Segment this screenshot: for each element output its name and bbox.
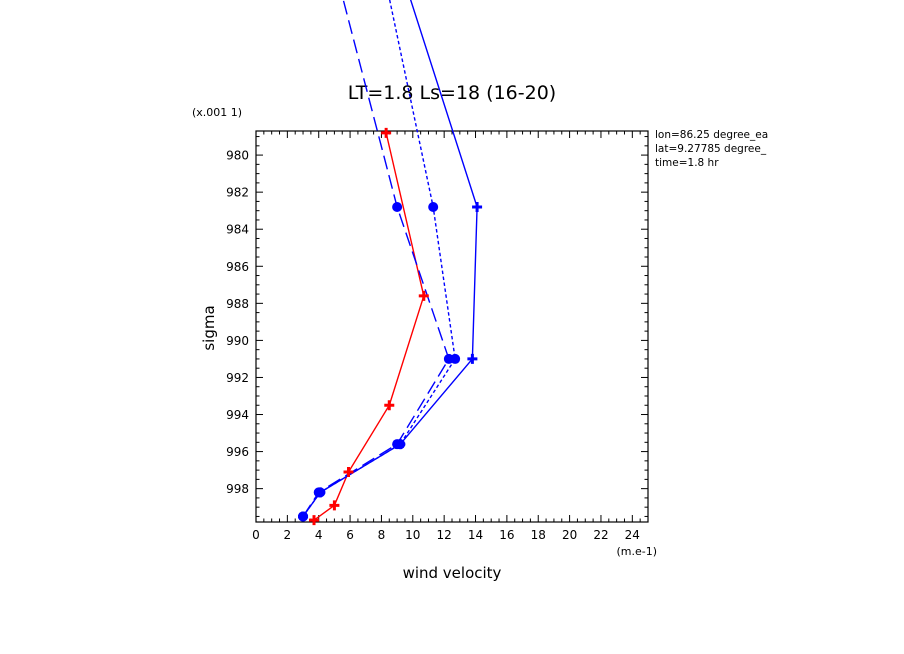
y-tick-label: 982 <box>226 186 249 200</box>
series-1-point <box>309 515 320 526</box>
series-1-point <box>418 290 429 301</box>
series-4-point <box>392 201 403 212</box>
series-line-3 <box>302 0 456 517</box>
series-2-point <box>467 353 478 364</box>
plot-frame <box>255 130 649 523</box>
series-1-point <box>343 466 354 477</box>
chart-title: LT=1.8 Ls=18 (16-20) <box>348 82 556 104</box>
series-line-4 <box>302 0 450 517</box>
x-tick-label: 22 <box>593 528 608 542</box>
series-2-point <box>472 201 483 212</box>
x-tick-label: 0 <box>252 528 260 542</box>
x-tick-label: 14 <box>468 528 483 542</box>
y-tick-label: 994 <box>226 408 249 422</box>
x-tick-label: 18 <box>531 528 546 542</box>
series-1-point <box>384 400 395 411</box>
y-tick-label: 998 <box>226 482 249 496</box>
series-line-2 <box>302 0 478 517</box>
x-tick-label: 6 <box>346 528 354 542</box>
x-tick-label: 12 <box>437 528 452 542</box>
x-tick-label: 8 <box>378 528 386 542</box>
info-lon: lon=86.25 degree_ea <box>655 129 768 141</box>
y-axis-title: sigma <box>200 305 218 350</box>
series-4-point <box>392 439 403 450</box>
series-1-point <box>329 500 340 511</box>
x-tick-label: 24 <box>625 528 640 542</box>
x-tick-label: 20 <box>562 528 577 542</box>
series-line-1 <box>313 132 425 521</box>
axis-ticks: 0 2 4 6 8 10 12 14 16 18 20 22 249809829849869889909… <box>226 131 649 542</box>
x-tick-label: 2 <box>284 528 292 542</box>
x-tick-label: 16 <box>499 528 514 542</box>
y-tick-label: 984 <box>226 223 249 237</box>
y-tick-label: 990 <box>226 334 249 348</box>
info-time: time=1.8 hr <box>655 157 719 169</box>
y-multiplier-label: (x.001 1) <box>192 106 242 119</box>
series-4-point <box>443 353 454 364</box>
y-tick-label: 986 <box>226 260 249 274</box>
y-tick-label: 992 <box>226 371 249 385</box>
x-axis-title: wind velocity <box>403 564 502 582</box>
series-3-point <box>428 201 439 212</box>
series-4-point <box>313 487 324 498</box>
marker-layer <box>298 127 483 526</box>
x-tick-label: 10 <box>405 528 420 542</box>
series-1-point <box>381 127 392 138</box>
x-tick-label: 4 <box>315 528 323 542</box>
series-layer <box>302 0 478 521</box>
info-lat: lat=9.27785 degree_ <box>655 143 767 155</box>
y-tick-label: 988 <box>226 297 249 311</box>
y-tick-label: 996 <box>226 445 249 459</box>
y-tick-label: 980 <box>226 149 249 163</box>
x-unit-label: (m.e-1) <box>616 545 657 558</box>
series-4-point <box>298 511 309 522</box>
